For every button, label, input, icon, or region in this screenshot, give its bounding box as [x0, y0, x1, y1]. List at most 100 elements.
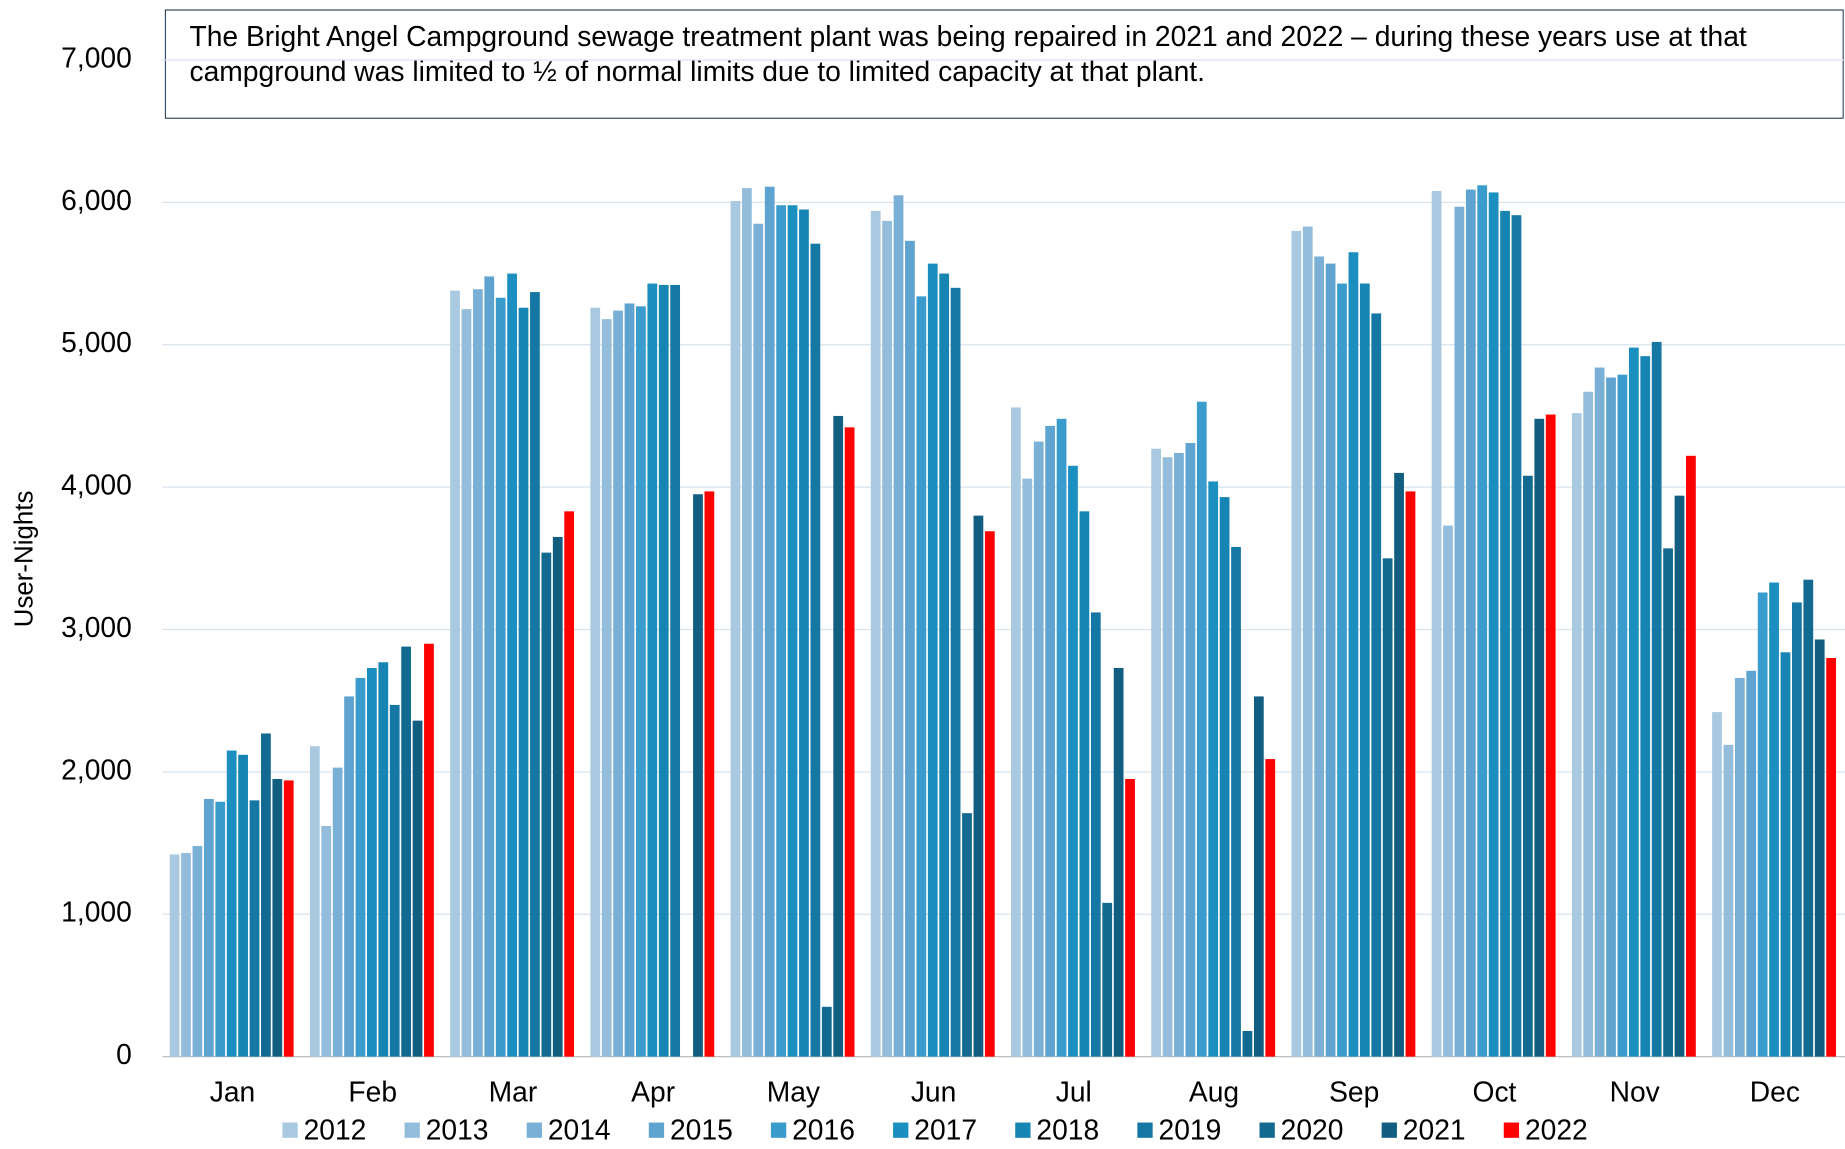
bar	[378, 662, 389, 1057]
bar	[764, 186, 775, 1057]
bar	[1465, 189, 1476, 1057]
bar	[833, 415, 844, 1057]
bar	[484, 276, 495, 1057]
legend-label: 2018	[1036, 1113, 1099, 1145]
bar	[1011, 407, 1021, 1057]
legend-swatch	[1259, 1122, 1275, 1138]
bar	[1045, 425, 1056, 1057]
legend-swatch	[526, 1122, 542, 1138]
bar	[810, 243, 821, 1057]
bar	[1253, 696, 1264, 1057]
bar	[1208, 481, 1219, 1057]
bar	[1022, 478, 1033, 1057]
bar	[272, 779, 283, 1057]
bar	[1757, 592, 1768, 1057]
bar	[1079, 511, 1090, 1057]
legend-swatch	[1015, 1122, 1031, 1138]
y-tick-label: 7,000	[61, 41, 132, 73]
bar	[192, 845, 203, 1057]
bar	[973, 515, 984, 1057]
x-tick-label: Mar	[489, 1076, 538, 1108]
bar	[1712, 712, 1722, 1057]
bar	[530, 292, 540, 1057]
bar	[1314, 256, 1325, 1057]
bar	[367, 667, 377, 1057]
bar	[1477, 185, 1488, 1057]
bar	[821, 1006, 832, 1057]
legend-label: 2021	[1403, 1113, 1466, 1145]
bar	[1359, 283, 1370, 1057]
bar	[1265, 759, 1276, 1057]
bar	[389, 704, 400, 1057]
x-tick-label: Aug	[1189, 1076, 1239, 1108]
legend-swatch	[893, 1122, 909, 1138]
bar	[693, 494, 703, 1057]
bar	[226, 750, 237, 1057]
bar	[962, 813, 972, 1057]
bar	[552, 536, 563, 1057]
bar	[1488, 192, 1499, 1057]
bar	[261, 733, 271, 1057]
bar	[181, 853, 191, 1057]
bar	[424, 643, 434, 1057]
bar	[1511, 215, 1522, 1057]
bar	[321, 825, 332, 1057]
annotation: The Bright Angel Campground sewage treat…	[164, 9, 1844, 119]
bar	[613, 310, 623, 1057]
legend-label: 2022	[1525, 1113, 1588, 1145]
bar	[203, 798, 214, 1057]
bar	[1291, 230, 1302, 1057]
bar	[1723, 744, 1734, 1057]
bar	[1162, 457, 1173, 1057]
bar	[624, 303, 635, 1057]
bar	[916, 296, 927, 1057]
bar	[704, 491, 715, 1057]
bar	[670, 284, 681, 1057]
bar	[1394, 472, 1404, 1057]
bar	[1746, 670, 1757, 1057]
bar	[1196, 401, 1207, 1057]
bar	[249, 800, 260, 1057]
bar	[753, 223, 764, 1057]
bar	[1371, 313, 1382, 1057]
bar	[169, 854, 180, 1057]
bar	[1780, 652, 1791, 1057]
bar	[1628, 347, 1639, 1057]
bar	[1534, 418, 1545, 1057]
bar	[1174, 452, 1184, 1057]
y-tick-label: 5,000	[61, 326, 132, 358]
bar	[1242, 1031, 1253, 1057]
bar	[450, 290, 460, 1057]
bar	[1033, 441, 1044, 1057]
legend-label: 2017	[914, 1113, 977, 1145]
bar	[283, 780, 294, 1057]
bar	[658, 284, 669, 1057]
bar	[1594, 367, 1605, 1057]
bar	[1231, 546, 1241, 1057]
legend-label: 2020	[1281, 1113, 1344, 1145]
bar	[564, 511, 575, 1057]
bar	[1734, 677, 1745, 1057]
x-tick-label: Nov	[1610, 1076, 1661, 1108]
bar	[1606, 377, 1616, 1057]
legend-label: 2012	[304, 1113, 367, 1145]
bar	[507, 273, 517, 1057]
bar	[401, 646, 412, 1057]
legend-swatch	[1137, 1122, 1153, 1138]
bar	[742, 188, 752, 1057]
bar	[1068, 465, 1078, 1057]
legend-label: 2015	[670, 1113, 733, 1145]
legend-swatch	[648, 1122, 665, 1138]
bar	[309, 746, 320, 1057]
bar	[1686, 455, 1696, 1057]
bar	[1113, 667, 1124, 1057]
bar	[472, 289, 483, 1057]
y-tick-label: 6,000	[61, 184, 132, 216]
bar	[1219, 497, 1230, 1057]
bar	[495, 297, 506, 1057]
bar	[1348, 252, 1359, 1057]
bar	[844, 427, 855, 1057]
x-tick-label: Jul	[1056, 1076, 1092, 1108]
bar	[1056, 418, 1067, 1057]
bar	[1454, 206, 1465, 1057]
